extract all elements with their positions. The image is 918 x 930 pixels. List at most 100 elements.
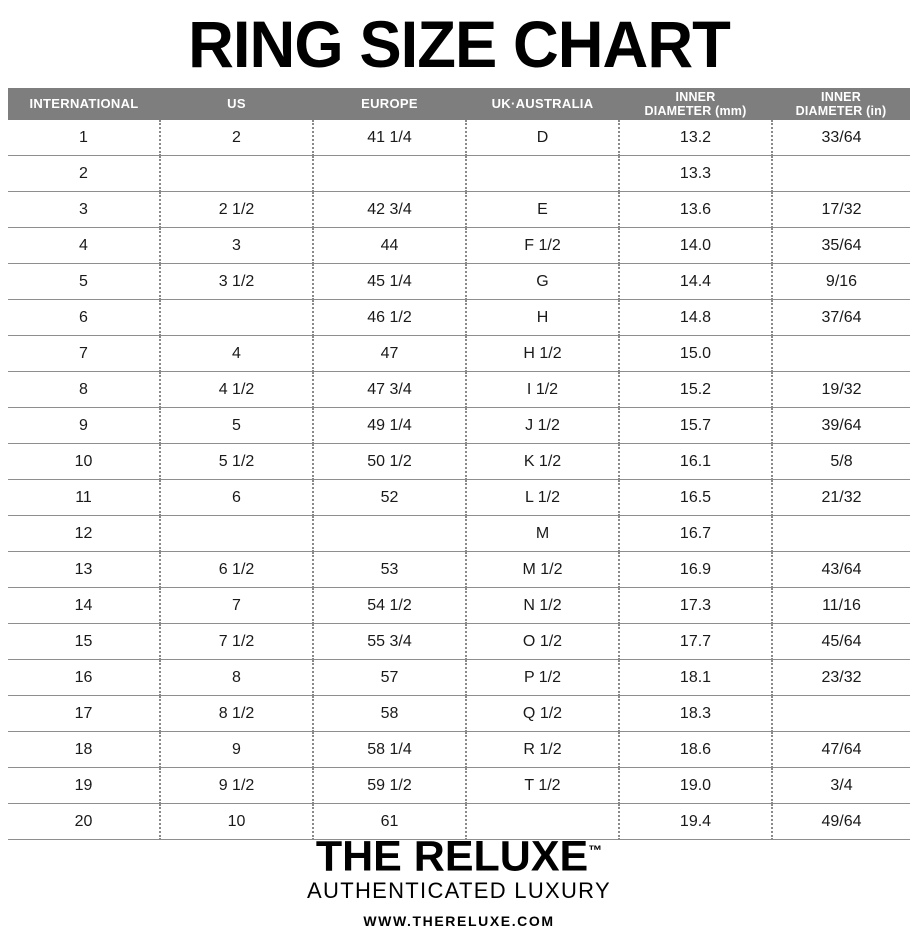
table-cell: 50 1/2: [313, 443, 467, 480]
table-cell: [772, 335, 910, 372]
table-cell: 42 3/4: [313, 191, 467, 228]
table-cell: L 1/2: [466, 479, 620, 516]
brand-website-url[interactable]: WWW.THERELUXE.COM: [363, 913, 555, 930]
table-cell: 6: [8, 299, 161, 336]
table-cell: 3 1/2: [160, 263, 314, 300]
table-cell: 13.3: [619, 155, 773, 192]
table-cell: N 1/2: [466, 587, 620, 624]
table-cell: 49/64: [772, 803, 910, 840]
column-header-inner-diameter-in-line1: INNER: [821, 90, 861, 104]
table-cell: 58: [313, 695, 467, 732]
table-row: 13 6 1/2 53 M 1/2 16.9 43/64: [8, 551, 910, 588]
table-cell: 5/8: [772, 443, 910, 480]
table-cell: 45 1/4: [313, 263, 467, 300]
table-cell: 6 1/2: [160, 551, 314, 588]
table-cell: Q 1/2: [466, 695, 620, 732]
table-body: 1 2 41 1/4 D 13.2 33/64 2 13.3 3 2 1/2 42 3/4 E 13.6…: [8, 120, 910, 840]
table-row: 10 5 1/2 50 1/2 K 1/2 16.1 5/8: [8, 443, 910, 480]
table-cell: 3: [160, 227, 314, 264]
table-row: 1 2 41 1/4 D 13.2 33/64: [8, 120, 910, 156]
column-header-international-label: INTERNATIONAL: [29, 96, 139, 111]
column-header-inner-diameter-mm-line2: DIAMETER (mm): [644, 104, 747, 118]
table-cell: 46 1/2: [313, 299, 467, 336]
table-cell: [160, 155, 314, 192]
table-cell: 41 1/4: [313, 120, 467, 156]
table-cell: 54 1/2: [313, 587, 467, 624]
table-cell: [466, 155, 620, 192]
table-cell: 15.0: [619, 335, 773, 372]
table-cell: 17: [8, 695, 161, 732]
table-cell: 18.1: [619, 659, 773, 696]
table-cell: 49 1/4: [313, 407, 467, 444]
column-header-inner-diameter-mm-line1: INNER: [675, 90, 716, 104]
table-cell: 14: [8, 587, 161, 624]
table-cell: 39/64: [772, 407, 910, 444]
column-header-us: US: [160, 88, 313, 120]
table-cell: [772, 155, 910, 192]
table-cell: 17.3: [619, 587, 773, 624]
table-row: 18 9 58 1/4 R 1/2 18.6 47/64: [8, 731, 910, 768]
table-cell: 47: [313, 335, 467, 372]
table-row: 12 M 16.7: [8, 515, 910, 552]
table-cell: 16.1: [619, 443, 773, 480]
brand-name-text: THE RELUXE: [315, 832, 589, 881]
table-cell: 18.6: [619, 731, 773, 768]
table-cell: 9: [8, 407, 161, 444]
table-cell: [466, 803, 620, 840]
table-cell: [313, 515, 467, 552]
table-cell: H 1/2: [466, 335, 620, 372]
table-cell: 18.3: [619, 695, 773, 732]
table-cell: 7: [160, 587, 314, 624]
table-cell: 45/64: [772, 623, 910, 660]
table-cell: 19/32: [772, 371, 910, 408]
table-cell: R 1/2: [466, 731, 620, 768]
page-title: RING SIZE CHART: [188, 7, 731, 81]
table-cell: 2: [8, 155, 161, 192]
table-cell: [772, 515, 910, 552]
table-cell: 7: [8, 335, 161, 372]
table-row: 11 6 52 L 1/2 16.5 21/32: [8, 479, 910, 516]
table-cell: 13.2: [619, 120, 773, 156]
table-cell: 5 1/2: [160, 443, 314, 480]
table-row: 7 4 47 H 1/2 15.0: [8, 335, 910, 372]
table-cell: 8: [8, 371, 161, 408]
table-cell: 14.4: [619, 263, 773, 300]
column-header-inner-diameter-in: INNER DIAMETER (in): [772, 88, 910, 120]
table-cell: 16: [8, 659, 161, 696]
table-cell: 10: [8, 443, 161, 480]
table-cell: 19: [8, 767, 161, 804]
table-cell: 14.8: [619, 299, 773, 336]
trademark-symbol: ™: [588, 842, 603, 858]
table-cell: [772, 695, 910, 732]
table-cell: 14.0: [619, 227, 773, 264]
table-cell: 61: [313, 803, 467, 840]
table-cell: 5: [8, 263, 161, 300]
table-cell: 4: [8, 227, 161, 264]
table-cell: M 1/2: [466, 551, 620, 588]
table-cell: 18: [8, 731, 161, 768]
brand-name: THE RELUXE™: [0, 828, 918, 878]
table-cell: 15.7: [619, 407, 773, 444]
table-cell: 6: [160, 479, 314, 516]
table-row: 19 9 1/2 59 1/2 T 1/2 19.0 3/4: [8, 767, 910, 804]
column-header-inner-diameter-in-line2: DIAMETER (in): [795, 104, 887, 118]
table-cell: 2: [160, 120, 314, 156]
table-row: 6 46 1/2 H 14.8 37/64: [8, 299, 910, 336]
table-cell: 58 1/4: [313, 731, 467, 768]
table-cell: 17.7: [619, 623, 773, 660]
table-cell: 13.6: [619, 191, 773, 228]
table-cell: 8: [160, 659, 314, 696]
table-header-row: INTERNATIONAL US EUROPE UK·AUSTRALIA INN…: [8, 88, 910, 120]
table-cell: 55 3/4: [313, 623, 467, 660]
table-cell: 35/64: [772, 227, 910, 264]
table-cell: 23/32: [772, 659, 910, 696]
table-row: 14 7 54 1/2 N 1/2 17.3 11/16: [8, 587, 910, 624]
table-row: 16 8 57 P 1/2 18.1 23/32: [8, 659, 910, 696]
brand-footer: THE RELUXE™ AUTHENTICATED LUXURY WWW.THE…: [0, 828, 918, 930]
table-cell: 9 1/2: [160, 767, 314, 804]
table-row: 17 8 1/2 58 Q 1/2 18.3: [8, 695, 910, 732]
